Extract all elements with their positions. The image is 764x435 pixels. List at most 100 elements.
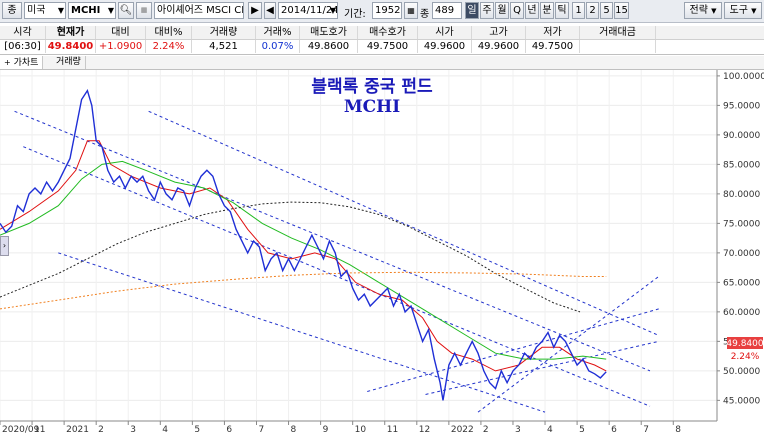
moving-average-ma-long	[0, 201, 581, 313]
period-value: 1952	[375, 5, 401, 16]
moving-average-ma-longest	[0, 271, 607, 310]
quote-time: [06:30]	[0, 40, 46, 53]
quote-volume: 4,521	[192, 40, 256, 53]
y-tick-label: 65.0000	[723, 278, 760, 288]
x-tick-label: 7	[643, 425, 649, 435]
quote-header-cell: 거래량	[192, 26, 256, 39]
interval-quarter-button[interactable]: Q	[510, 2, 524, 19]
chart-side-handle[interactable]: ›	[0, 236, 9, 256]
play-icon: ▶	[251, 5, 259, 16]
quote-high: 49.9600	[472, 40, 526, 53]
date-value: 2014/11/24	[281, 5, 338, 16]
x-tick-label: 6	[226, 425, 232, 435]
quote-header-row: 시각 현재가 대비 대비% 거래량 거래% 매도호가 매수호가 시가 고가 저가…	[0, 26, 764, 40]
interval-15-button[interactable]: 15	[614, 2, 629, 19]
quote-header-cell: 저가	[526, 26, 580, 39]
type-button[interactable]: 종	[2, 2, 22, 19]
market-select[interactable]: 미국 ▼	[24, 2, 66, 19]
y-tick-label: 75.0000	[723, 219, 760, 229]
last-change-label: 2.24%	[731, 352, 760, 362]
chart-title: 블랙록 중국 펀드	[311, 77, 433, 97]
grid-icon: ▦	[407, 6, 415, 15]
interval-5-button[interactable]: 5	[600, 2, 613, 19]
quote-trade-value	[580, 40, 656, 53]
interval-label: 일	[467, 5, 477, 16]
x-tick-label: 11	[387, 425, 398, 435]
symbol-input[interactable]: MCHI ▼	[68, 2, 116, 19]
info-icon: ▦	[140, 6, 148, 14]
period-apply-button[interactable]: ▦	[404, 2, 418, 19]
trend-channel-line	[14, 110, 651, 372]
interval-day-button[interactable]: 일	[465, 2, 479, 19]
count-input[interactable]: 489	[432, 2, 462, 19]
quote-volume-percent: 0.07%	[256, 40, 300, 53]
chart-plot-background	[0, 70, 717, 421]
strategy-label: 전략	[689, 5, 708, 16]
interval-minute-button[interactable]: 분	[540, 2, 554, 19]
search-button[interactable]: 🔍︎	[118, 2, 134, 19]
trend-channels	[14, 110, 660, 413]
quote-low: 49.7500	[526, 40, 580, 53]
tab-price-chart-label: 가차트	[13, 58, 39, 68]
period-input[interactable]: 1952	[372, 2, 402, 19]
toolbar: 종 미국 ▼ MCHI ▼ 🔍︎ ▦ 아이셰어즈 MSCI CN ▶ ◀ 201…	[0, 0, 764, 23]
chevron-down-icon: ▼	[107, 6, 114, 15]
quote-change: +1.0900	[96, 40, 146, 53]
period-label: 기간:	[344, 9, 366, 20]
quote-header-cell: 거래대금	[580, 26, 656, 39]
x-tick-label: 8	[675, 425, 681, 435]
strategy-button[interactable]: 전략 ▼	[684, 2, 722, 19]
trend-channel-line	[148, 110, 659, 336]
x-tick-label: 11	[34, 425, 45, 435]
play-button[interactable]: ▶	[248, 2, 262, 19]
x-tick-label: 9	[323, 425, 329, 435]
x-tick-label: 10	[355, 425, 367, 435]
security-name: 아이셰어즈 MSCI CN	[154, 2, 244, 19]
y-tick-label: 70.0000	[723, 249, 760, 259]
y-tick-label: 50.0000	[723, 367, 760, 377]
chart-subtitle: MCHI	[344, 97, 400, 117]
last-price-label: 49.8400	[726, 339, 763, 349]
y-tick-label: 45.0000	[723, 396, 760, 406]
quote-bid: 49.7500	[358, 40, 418, 53]
interval-month-button[interactable]: 월	[495, 2, 509, 19]
x-tick-label: 7	[258, 425, 264, 435]
interval-week-button[interactable]: 주	[480, 2, 494, 19]
info-button[interactable]: ▦	[136, 2, 152, 19]
quote-current-price: 49.8400	[46, 40, 96, 53]
interval-2-button[interactable]: 2	[586, 2, 599, 19]
y-tick-label: 80.0000	[723, 190, 760, 200]
interval-label: 년	[527, 5, 537, 16]
prev-button[interactable]: ◀	[264, 2, 276, 19]
quote-header-cell: 매수호가	[358, 26, 418, 39]
moving-average-ma-mid	[0, 160, 607, 360]
interval-year-button[interactable]: 년	[525, 2, 539, 19]
date-input[interactable]: 2014/11/24 ▼	[278, 2, 338, 19]
interval-label: 1	[575, 5, 582, 16]
y-tick-label: 95.0000	[723, 101, 760, 111]
chevron-down-icon: ▼	[57, 6, 64, 15]
interval-tick-button[interactable]: 틱	[555, 2, 569, 19]
x-tick-label: 4	[547, 425, 553, 435]
x-tick-label: 2	[483, 425, 489, 435]
chevron-down-icon: ▼	[751, 7, 757, 15]
x-tick-label: 8	[291, 425, 297, 435]
interval-1-button[interactable]: 1	[572, 2, 585, 19]
price-series	[0, 88, 607, 401]
search-icon: 🔍︎	[119, 5, 133, 16]
market-value: 미국	[27, 5, 46, 16]
interval-label: 2	[589, 5, 596, 16]
interval-label: 5	[603, 5, 610, 16]
chevron-down-icon: ▼	[329, 6, 336, 15]
tab-volume[interactable]: 거래량	[52, 56, 86, 69]
quote-change-percent: 2.24%	[146, 40, 192, 53]
tab-price-chart[interactable]: + 가차트	[0, 56, 44, 69]
chart-tabs: + 가차트 거래량	[0, 56, 764, 70]
chart-grid	[0, 70, 717, 421]
x-tick-label: 2020/09	[2, 425, 40, 435]
trend-channel-line	[23, 146, 651, 407]
quote-header-cell: 현재가	[46, 26, 96, 39]
tools-button[interactable]: 도구 ▼	[724, 2, 762, 19]
x-tick-label: 2022	[451, 425, 474, 435]
price-chart[interactable]: 45.000050.000055.000060.000065.000070.00…	[0, 70, 764, 435]
